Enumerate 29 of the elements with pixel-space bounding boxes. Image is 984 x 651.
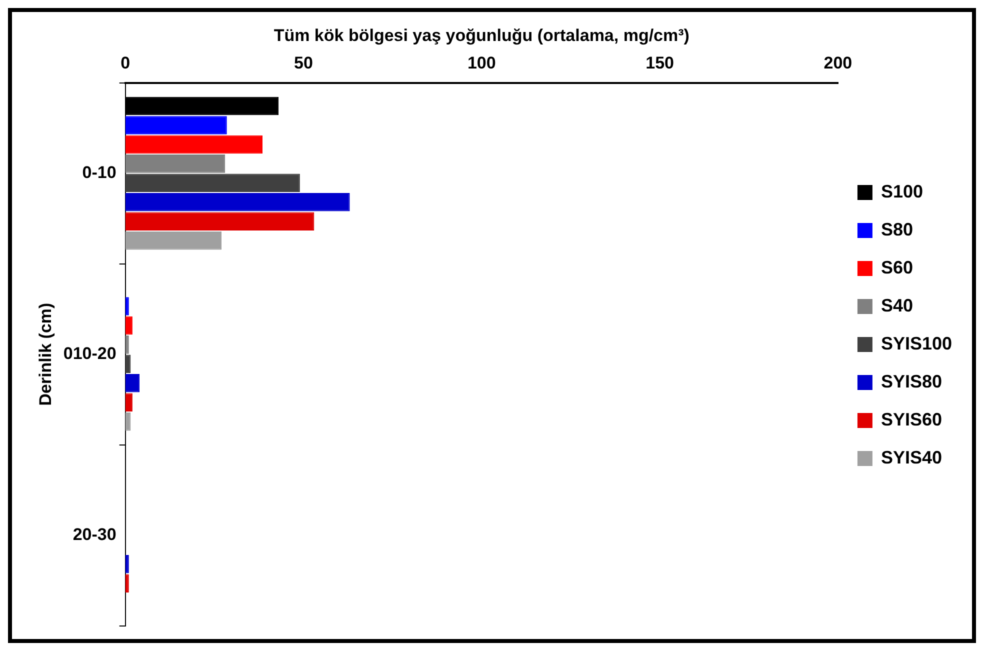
bar [125, 154, 226, 173]
bar [125, 174, 300, 192]
x-tick-label: 200 [824, 53, 852, 72]
legend-label: SYIS40 [880, 447, 942, 468]
legend-label: S80 [880, 219, 913, 240]
bar [125, 116, 227, 134]
y-tick-label: 20-30 [72, 524, 116, 544]
x-tick-label: 0 [120, 53, 130, 72]
legend-label: SYIS60 [880, 409, 942, 430]
bar [125, 135, 263, 154]
bar [125, 412, 131, 431]
bar [125, 393, 132, 412]
bar [125, 212, 314, 231]
bar [125, 354, 131, 374]
y-axis-title: Derinlik (cm) [36, 302, 55, 406]
legend-label: S40 [880, 295, 913, 316]
bar [125, 316, 132, 335]
y-tick-label: 0-10 [82, 162, 116, 182]
legend-label: SYIS80 [880, 371, 942, 392]
y-tick-label: 010-20 [63, 344, 116, 363]
legend-label: S60 [880, 257, 913, 278]
x-axis-title: Tüm kök bölgesi yaş yoğunluğu (ortalama, mg/cm³) [274, 26, 690, 45]
x-tick-label: 150 [646, 53, 674, 72]
bar [125, 231, 222, 250]
x-tick-label: 100 [467, 53, 496, 72]
bar [125, 193, 350, 212]
legend-label: SYIS100 [880, 333, 952, 354]
legend-label: S100 [880, 181, 923, 202]
x-tick-label: 50 [294, 53, 313, 72]
